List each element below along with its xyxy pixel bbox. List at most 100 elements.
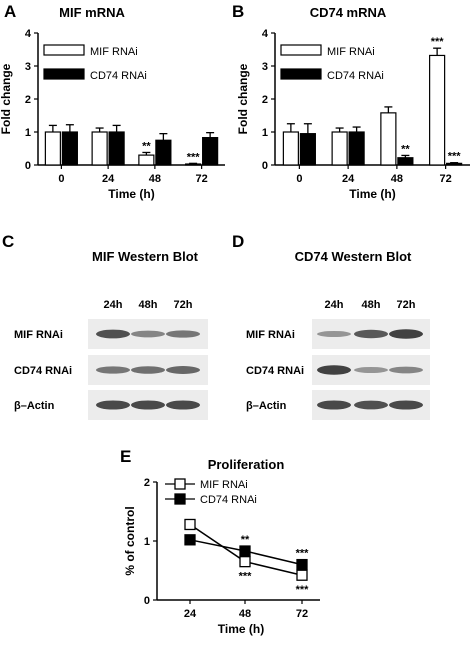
panel-c: C MIF Western Blot 24h 48h 72h MIF RNAi CD74… (2, 232, 208, 420)
x-tick-label: 0 (58, 173, 64, 185)
blot-band (96, 366, 130, 374)
western-blot-d: 24h 48h 72h MIF RNAi CD74 RNAi β–Actin (246, 299, 430, 420)
bar-mif-rnai (91, 131, 108, 166)
blot-band (354, 329, 388, 339)
legend-swatch (43, 68, 85, 80)
significance-label: ** (401, 143, 410, 155)
y-tick-label: 1 (25, 127, 31, 139)
x-tick-label: 0 (296, 173, 302, 185)
significance-label: *** (239, 571, 253, 583)
y-tick-label: 0 (144, 595, 150, 607)
x-tick-label: 72 (196, 173, 208, 185)
blot-band (317, 400, 351, 410)
x-tick-label: 72 (440, 173, 452, 185)
blot-band (131, 330, 165, 338)
bar-cd74-rnai (348, 131, 365, 166)
legend-marker (174, 493, 186, 505)
blot-row-label: MIF RNAi (246, 329, 295, 341)
bar-mif-rnai (44, 131, 61, 166)
bar-mif-rnai (185, 163, 202, 166)
bar-cd74-rnai (446, 162, 463, 166)
lane-label: 48h (362, 299, 381, 311)
blot-band (389, 400, 423, 410)
y-axis-title: % of control (123, 506, 137, 575)
legend-label: MIF RNAi (200, 479, 248, 491)
blot-band (354, 400, 388, 410)
blot-c-title: MIF Western Blot (92, 249, 199, 264)
panel-letter-d: D (232, 232, 244, 251)
blot-band (166, 366, 200, 374)
x-axis-title: Time (h) (349, 187, 395, 201)
y-tick-label: 1 (262, 127, 268, 139)
bar-cd74-rnai (108, 131, 125, 166)
x-tick-label: 24 (102, 173, 115, 185)
significance-label: ** (241, 534, 250, 546)
panel-letter-c: C (2, 232, 14, 251)
legend-marker (174, 478, 186, 490)
lane-label: 24h (104, 299, 123, 311)
y-tick-label: 2 (262, 94, 268, 106)
y-tick-label: 4 (262, 28, 269, 40)
legend-label: MIF RNAi (90, 46, 138, 58)
blot-row-label: β–Actin (14, 400, 55, 412)
y-tick-label: 4 (25, 28, 32, 40)
western-blot-c: 24h 48h 72h MIF RNAi CD74 RNAi β–Actin (14, 299, 208, 420)
blot-band (166, 330, 200, 338)
x-tick-label: 24 (342, 173, 355, 185)
chart-title: Proliferation (208, 457, 285, 472)
legend-label: CD74 RNAi (90, 70, 147, 82)
blot-band (166, 400, 200, 410)
legend-label: CD74 RNAi (327, 70, 384, 82)
x-tick-label: 48 (149, 173, 161, 185)
blot-band (389, 366, 423, 374)
bar-cd74-rnai (299, 133, 316, 166)
y-tick-label: 2 (25, 94, 31, 106)
panel-d: D CD74 Western Blot 24h 48h 72h MIF RNAi CD7… (232, 232, 430, 420)
legend-label: MIF RNAi (327, 46, 375, 58)
bar-cd74-rnai (155, 139, 172, 166)
significance-label: *** (448, 151, 462, 163)
panel-letter-a: A (4, 2, 16, 21)
bar-mif-rnai (138, 154, 155, 166)
significance-label: *** (296, 584, 310, 596)
y-tick-label: 2 (144, 477, 150, 489)
lane-label: 72h (174, 299, 193, 311)
blot-row-label: CD74 RNAi (246, 365, 304, 377)
y-tick-label: 3 (262, 61, 268, 73)
y-tick-label: 0 (262, 160, 268, 172)
panel-letter-b: B (232, 2, 244, 21)
data-point-mif-rnai (296, 569, 308, 581)
blot-row-label: MIF RNAi (14, 329, 63, 341)
significance-label: *** (187, 151, 201, 163)
blot-band (96, 329, 130, 339)
y-axis-title: Fold change (236, 63, 250, 134)
legend-swatch (280, 44, 322, 56)
bar-cd74-rnai (61, 131, 78, 166)
chart-title: CD74 mRNA (310, 5, 387, 20)
data-point-mif-rnai (239, 556, 251, 568)
data-point-mif-rnai (184, 518, 196, 531)
blot-row-label: CD74 RNAi (14, 365, 72, 377)
data-point-cd74-rnai (184, 534, 196, 546)
bar-cd74-rnai (202, 137, 219, 166)
y-tick-label: 0 (25, 160, 31, 172)
data-point-cd74-rnai (239, 545, 251, 557)
bar-cd74-rnai (397, 157, 414, 166)
blot-row-label: β–Actin (246, 400, 287, 412)
x-tick-label: 48 (239, 608, 251, 620)
blot-band (317, 330, 351, 338)
bar-mif-rnai (331, 131, 348, 166)
panel-letter-e: E (120, 447, 131, 466)
x-tick-label: 24 (184, 608, 197, 620)
blot-band (354, 366, 388, 374)
bar-mif-rnai (429, 54, 446, 166)
blot-band (389, 329, 423, 339)
bar-mif-rnai (380, 112, 397, 166)
y-axis-title: Fold change (0, 63, 13, 134)
